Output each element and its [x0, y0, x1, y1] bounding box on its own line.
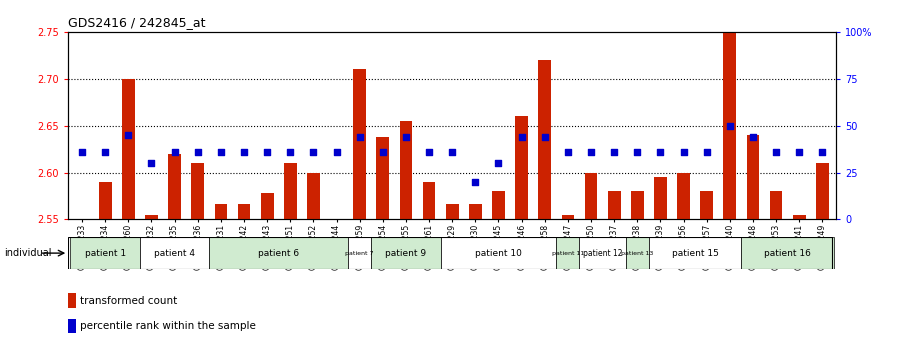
Bar	[71, 237, 140, 269]
Point	[353, 134, 367, 140]
Point	[98, 149, 113, 155]
Point	[422, 149, 436, 155]
Bar	[515, 116, 528, 219]
Bar	[742, 237, 834, 269]
Bar	[625, 237, 649, 269]
Point	[191, 149, 205, 155]
Bar	[168, 154, 181, 219]
Point	[676, 149, 691, 155]
Bar	[677, 172, 690, 219]
Point	[491, 160, 505, 166]
Bar	[538, 60, 551, 219]
Bar	[770, 191, 783, 219]
Bar	[99, 182, 112, 219]
Bar	[209, 237, 348, 269]
Point	[769, 149, 784, 155]
Bar	[400, 121, 413, 219]
Point	[445, 149, 459, 155]
Text: transformed count: transformed count	[80, 296, 176, 306]
Point	[399, 134, 414, 140]
Point	[306, 149, 321, 155]
Point	[607, 149, 622, 155]
Bar	[237, 204, 250, 219]
Point	[630, 149, 644, 155]
Point	[537, 134, 552, 140]
Text: patient 12: patient 12	[583, 249, 623, 258]
Bar	[492, 191, 504, 219]
Text: patient 4: patient 4	[155, 249, 195, 258]
Bar	[68, 293, 76, 308]
Bar	[556, 237, 579, 269]
Bar	[700, 191, 713, 219]
Bar	[284, 163, 296, 219]
Text: patient 15: patient 15	[672, 249, 719, 258]
Text: patient 1: patient 1	[85, 249, 125, 258]
Bar	[423, 182, 435, 219]
Point	[75, 149, 89, 155]
Point	[121, 132, 135, 138]
Bar	[584, 172, 597, 219]
Text: percentile rank within the sample: percentile rank within the sample	[80, 321, 255, 331]
Bar	[376, 137, 389, 219]
Text: GDS2416 / 242845_at: GDS2416 / 242845_at	[68, 16, 205, 29]
Bar	[371, 237, 441, 269]
Bar	[608, 191, 621, 219]
Text: patient 16: patient 16	[764, 249, 811, 258]
Bar	[122, 79, 135, 219]
Point	[283, 149, 297, 155]
Point	[815, 149, 830, 155]
Point	[468, 179, 483, 185]
Bar	[724, 32, 736, 219]
Bar	[140, 237, 209, 269]
Text: patient 6: patient 6	[258, 249, 299, 258]
Bar	[562, 215, 574, 219]
Bar	[654, 177, 667, 219]
Bar	[145, 215, 158, 219]
Bar	[348, 237, 371, 269]
Point	[745, 134, 760, 140]
Point	[561, 149, 575, 155]
Text: patient 11: patient 11	[552, 251, 584, 256]
Point	[584, 149, 598, 155]
Point	[723, 123, 737, 129]
Point	[699, 149, 714, 155]
Point	[236, 149, 251, 155]
Bar	[579, 237, 625, 269]
Point	[145, 160, 159, 166]
Text: patient 13: patient 13	[621, 251, 654, 256]
Bar	[446, 204, 458, 219]
Bar	[307, 172, 320, 219]
Bar	[215, 204, 227, 219]
Bar	[469, 204, 482, 219]
Point	[260, 149, 275, 155]
Bar	[631, 191, 644, 219]
Bar	[354, 69, 366, 219]
Bar	[441, 237, 556, 269]
Point	[329, 149, 344, 155]
Point	[514, 134, 529, 140]
Bar	[746, 135, 759, 219]
Text: patient 10: patient 10	[475, 249, 522, 258]
Point	[167, 149, 182, 155]
Text: patient 9: patient 9	[385, 249, 426, 258]
Bar	[649, 237, 742, 269]
Point	[792, 149, 806, 155]
Bar	[793, 215, 805, 219]
Text: individual: individual	[5, 248, 52, 258]
Point	[375, 149, 390, 155]
Text: patient 7: patient 7	[345, 251, 374, 256]
Bar	[816, 163, 829, 219]
Bar	[261, 193, 274, 219]
Bar	[68, 319, 76, 333]
Point	[214, 149, 228, 155]
Bar	[192, 163, 205, 219]
Point	[654, 149, 668, 155]
